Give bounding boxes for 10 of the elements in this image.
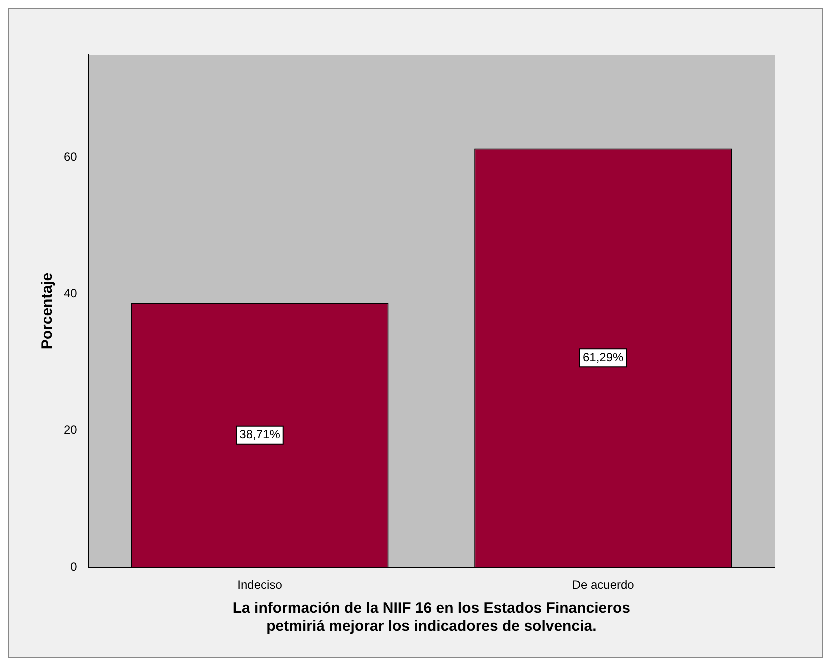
data-label: 61,29% <box>582 350 624 364</box>
data-label: 38,71% <box>240 428 281 442</box>
x-tick-label: Indeciso <box>238 578 283 592</box>
x-tick-label: De acuerdo <box>572 578 635 592</box>
y-tick-label: 0 <box>70 560 78 574</box>
y-tick-label: 20 <box>64 423 78 438</box>
y-tick-label: 60 <box>64 150 78 164</box>
y-axis-title: Porcentaje <box>39 272 56 350</box>
x-axis-title: La información de la NIIF 16 en los Estados Financieros petmiriá mejorar los indicadores de solvencia. <box>232 600 630 636</box>
y-tick-label: 40 <box>64 286 78 301</box>
